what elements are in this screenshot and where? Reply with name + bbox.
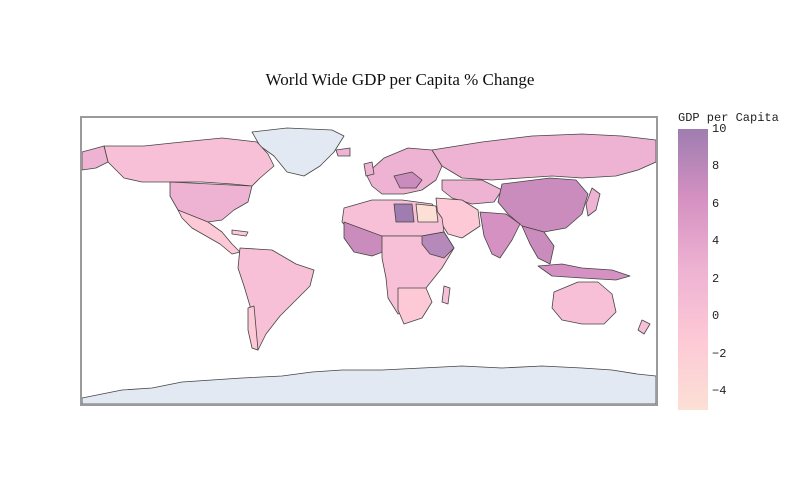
colorbar-tick-label: 0 — [712, 309, 720, 324]
colorbar-title: GDP per Capita — [678, 111, 779, 125]
region-new-zealand — [637, 319, 651, 335]
world-map-svg — [82, 127, 656, 404]
region-caribbean — [231, 229, 249, 237]
region-china — [497, 177, 589, 233]
region-east-africa — [421, 231, 455, 259]
world-map[interactable] — [80, 116, 658, 406]
colorbar-tick-label: −4 — [712, 384, 727, 399]
region-europe — [365, 147, 443, 195]
region-iceland — [335, 147, 351, 157]
colorbar-tick-label: 10 — [712, 122, 727, 136]
colorbar — [678, 129, 708, 410]
region-libya — [393, 203, 415, 223]
region-alaska — [82, 145, 109, 171]
region-chile — [247, 305, 259, 351]
region-indonesia — [537, 263, 631, 281]
region-mexico — [177, 209, 241, 255]
colorbar-tick-label: 8 — [712, 159, 720, 174]
region-usa — [169, 181, 253, 223]
region-canada — [103, 137, 275, 187]
region-central-asia — [441, 179, 503, 205]
colorbar-tick-label: 2 — [712, 271, 720, 286]
region-central-europe — [393, 171, 423, 189]
region-southern-africa — [397, 287, 433, 325]
region-greenland — [251, 127, 345, 177]
region-russia — [431, 133, 656, 181]
region-australia — [551, 281, 617, 325]
region-antarctica — [82, 365, 656, 404]
colorbar-gradient — [678, 129, 708, 410]
colorbar-tick-label: −2 — [712, 346, 727, 361]
region-south-america — [237, 247, 315, 351]
region-india — [479, 211, 521, 259]
region-egypt — [415, 203, 439, 223]
chart-title: World Wide GDP per Capita % Change — [265, 70, 535, 89]
region-se-asia — [521, 225, 555, 265]
colorbar-tick-label: 6 — [712, 196, 720, 211]
region-uk — [363, 161, 375, 177]
colorbar-tick-label: 4 — [712, 234, 720, 249]
region-madagascar — [441, 285, 451, 305]
region-japan — [585, 187, 601, 217]
